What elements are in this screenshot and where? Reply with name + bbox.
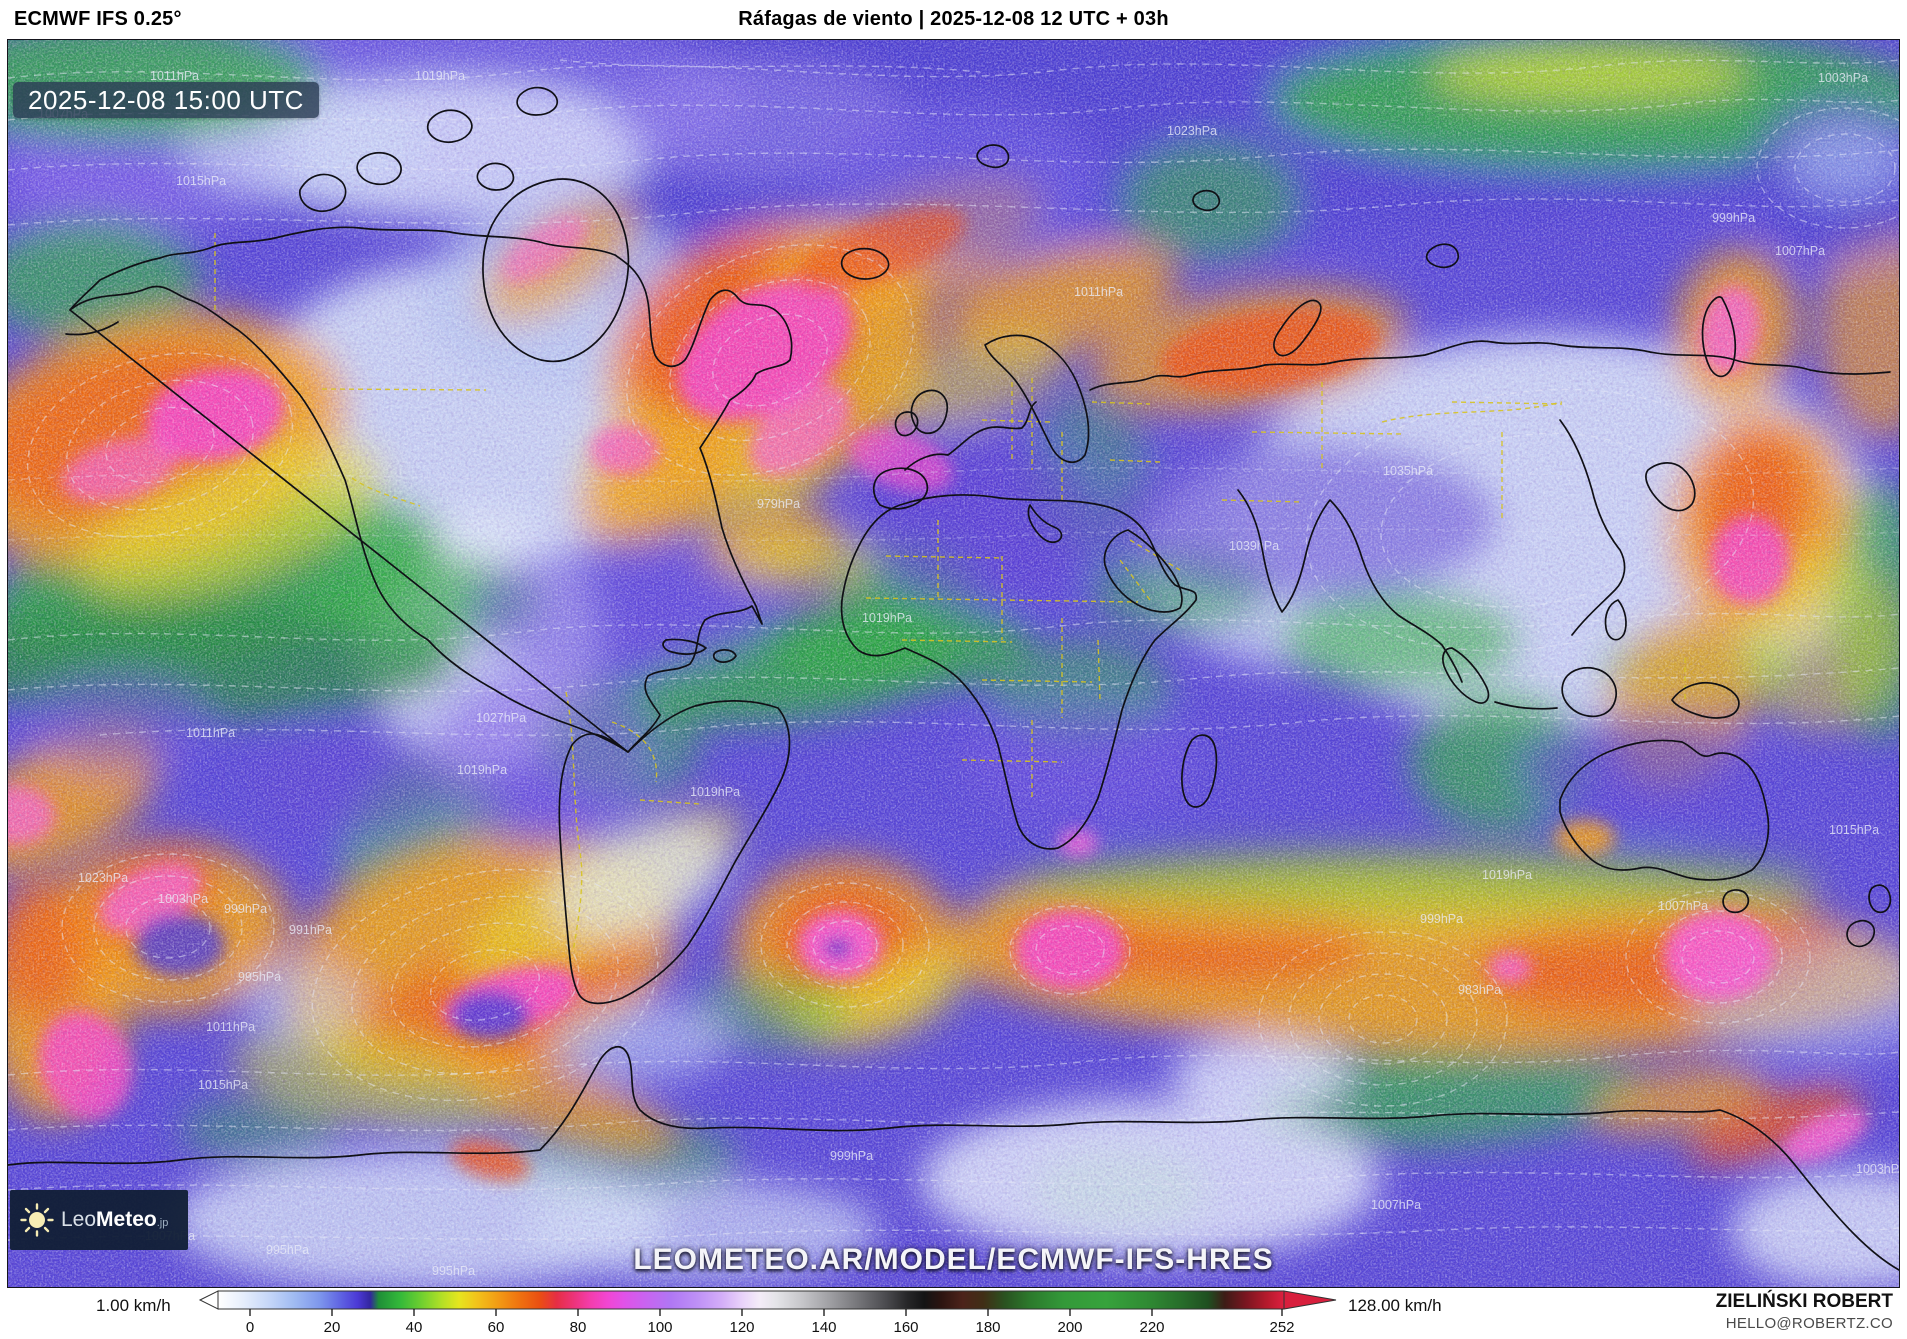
scale-gradient [217,1290,1285,1310]
scale-tick-label: 0 [246,1319,254,1336]
isobar-label: 1015hPa [198,1078,248,1092]
isobar-label: 1023hPa [78,871,128,885]
isobar-label: 979hPa [757,497,800,511]
scale-right-arrow [1283,1290,1337,1310]
map-canvas: 1007hPa 1011hPa 1019hPa 1023hPa 1003hPa 999hP… [8,40,1899,1287]
isobar-label: 1011hPa [150,69,199,83]
sun-icon [20,1203,54,1237]
isobar-label: 1015hPa [1829,823,1879,837]
scale-tick-label: 100 [647,1319,672,1336]
isobar-label: 1011hPa [186,726,235,740]
site-watermark: LEOMETEO.AR/MODEL/ECMWF-IFS-HRES [633,1243,1274,1276]
isobars-layer [8,59,1899,1241]
isobar-label: 1019hPa [415,69,465,83]
legend-min-value: 1.00 km/h [96,1296,171,1315]
isobar-label: 1007hPa [1658,899,1708,913]
isobar-label: 1011hPa [1074,285,1123,299]
isobar-label: 1019hPa [690,785,740,799]
scale-ticks: 0 20 40 60 80 100 120 140 160 180 200 220 252 [246,1309,1295,1336]
isobar-label: 1015hPa [176,174,226,188]
isobar-label: 1035hPa [1383,464,1433,478]
author-credit: ZIELIŃSKI ROBERT [1715,1291,1893,1312]
world-wind-gust-map: 1007hPa 1011hPa 1019hPa 1023hPa 1003hPa 999hP… [7,39,1900,1288]
scale-tick-label: 20 [324,1319,341,1336]
scale-tick-label: 160 [893,1319,918,1336]
isobar-label: 999hPa [1712,211,1755,225]
scale-tick-label: 220 [1139,1319,1164,1336]
isobar-label: 991hPa [289,923,332,937]
author-contact: HELLO@ROBERTZ.CO [1725,1315,1893,1332]
scale-tick-label: 180 [975,1319,1000,1336]
leometeo-logo: LeoMeteo.jp [10,1190,188,1250]
isobar-label: 983hPa [1458,983,1501,997]
color-scale-bar: 0 20 40 60 80 100 120 140 160 180 200 220 252 [198,1290,1337,1336]
isobar-label: 999hPa [1420,912,1463,926]
wind-scale-legend: 1.00 km/h 0 20 40 60 80 100 120 140 160 180 200 220… [0,1287,1907,1339]
isobar-label: 995hPa [266,1243,309,1257]
scale-tick-label: 200 [1057,1319,1082,1336]
isobar-label: 1039hPa [1229,539,1279,553]
isobar-label: 1007hPa [1371,1198,1421,1212]
model-label: ECMWF IFS 0.25° [14,8,182,30]
isobar-label: 999hPa [224,902,267,916]
scale-tick-label: 120 [729,1319,754,1336]
country-borders-layer [214,233,1686,953]
isobar-label: 995hPa [238,970,281,984]
isobar-label: 1007hPa [1775,244,1825,258]
scale-tick-label: 252 [1269,1319,1294,1336]
scale-tick-label: 40 [406,1319,423,1336]
scale-tick-label: 60 [488,1319,505,1336]
isobar-label: 1011hPa [206,1020,255,1034]
timestamp-badge: 2025-12-08 15:00 UTC [13,82,319,118]
isobar-label: 1027hPa [476,711,526,725]
noise-texture-dark [8,40,1899,1287]
coastlines-layer [8,86,1899,1271]
scale-tick-label: 80 [570,1319,587,1336]
isobar-label: 1023hPa [1167,124,1217,138]
logo-wordmark: LeoMeteo.jp [61,1208,169,1231]
isobar-label: 1019hPa [457,763,507,777]
isobar-label: 995hPa [432,1264,475,1278]
legend-max-value: 128.00 km/h [1348,1296,1442,1315]
isobar-label: 1003hPa [1818,71,1868,85]
isobar-label: 999hPa [830,1149,873,1163]
isobar-label: 1019hPa [862,611,912,625]
isobar-label: 1019hPa [1482,868,1532,882]
isobar-label: 1003hPa [1856,1162,1899,1176]
scale-left-arrow [198,1290,219,1310]
scale-tick-label: 140 [811,1319,836,1336]
isobar-label: 1003hPa [158,892,208,906]
page-title: Ráfagas de viento | 2025-12-08 12 UTC + … [738,8,1169,30]
